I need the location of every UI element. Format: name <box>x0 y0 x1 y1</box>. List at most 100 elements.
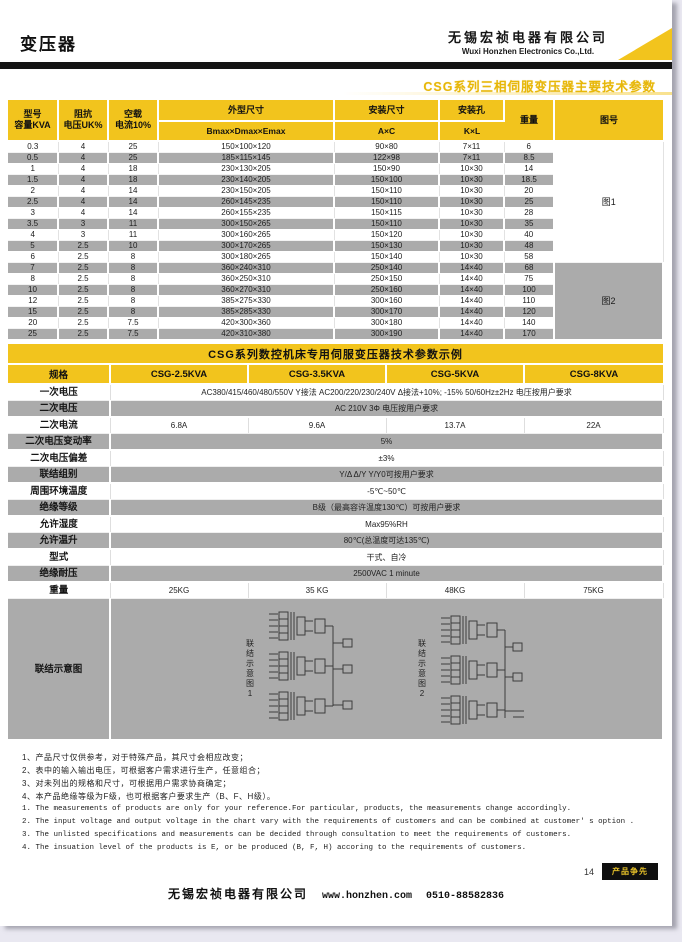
section-title-underline <box>342 92 672 95</box>
spec-table-cell: 48 <box>504 240 555 252</box>
spec-table-cell: 25 <box>8 328 59 340</box>
footnote-en: 4. The insuation level of the products i… <box>22 844 527 852</box>
col-header-figure: 图号 <box>554 100 663 142</box>
spec-table-cell: 260×145×235 <box>158 196 335 208</box>
servo-table-row: 一次电压 AC380/415/460/480/550V Y接法 AC200/220… <box>8 384 664 401</box>
spec-table-cell: 10×30 <box>439 229 505 241</box>
spec-table-cell: 7.5 <box>108 328 159 340</box>
servo-row-label: 二次电压变动率 <box>8 433 111 451</box>
spec-table-row: 3.5 3 11 300×150×265 150×110 10×30 35 <box>8 218 663 230</box>
spec-table-cell: 250×140 <box>334 262 440 274</box>
spec-table-cell: 3.5 <box>8 218 59 230</box>
spec-table-cell: 2.5 <box>58 273 109 285</box>
footnotes-english: 1. The measurements of products are only… <box>22 803 652 855</box>
spec-table-cell: 8 <box>108 262 159 274</box>
spec-table-cell: 2.5 <box>58 251 109 263</box>
spec-table-cell: 300×150×265 <box>158 218 335 230</box>
spec-table-cell: 18 <box>108 174 159 186</box>
col-header-outline: 外型尺寸 <box>158 100 335 122</box>
spec-table-cell: 230×150×205 <box>158 185 335 197</box>
spec-table-cell: 3 <box>58 218 109 230</box>
servo-row-label: 重量 <box>8 582 111 599</box>
footnote-cn: 2、表中的输入输出电压，可根据客户需求进行生产，任意组合； <box>22 766 265 775</box>
footer-company-name: 无锡宏祯电器有限公司 <box>167 887 308 901</box>
spec-table-cell: 2.5 <box>58 262 109 274</box>
spec-table-row: 0.3 4 25 150×100×120 90×80 7×11 6 图1 <box>8 141 664 263</box>
spec-table-cell: 11 <box>108 218 159 230</box>
spec-table-cell: 7.5 <box>108 317 159 329</box>
spec-table-cell: 35 <box>504 218 555 230</box>
spec-table-cell: 8 <box>108 251 159 263</box>
spec-table-cell: 385×285×330 <box>158 306 335 318</box>
spec-table-cell: 14×40 <box>439 295 505 307</box>
spec-table-cell: 7 <box>8 262 59 274</box>
footnote-en: 3. The unlisted specifications and measu… <box>22 831 572 839</box>
corner-triangle-decoration <box>618 28 672 60</box>
spec-table-cell: 6 <box>8 251 59 263</box>
spec-table-cell: 25 <box>504 196 555 208</box>
spec-table-row: 3 4 14 260×155×235 150×115 10×30 28 <box>8 207 663 219</box>
model-header-csg8: CSG-8KVA <box>524 364 663 385</box>
servo-table: CSG系列数控机床专用伺服变压器技术参数示例 规格 CSG-2.5KVA CSG… <box>8 344 664 741</box>
spec-table-cell: 8 <box>108 284 159 296</box>
spec-table-cell: 2.5 <box>58 328 109 340</box>
servo-row-label: 二次电流 <box>8 417 111 434</box>
spec-table-cell: 7×11 <box>439 141 505 153</box>
spec-table-cell: 360×250×310 <box>158 273 335 285</box>
spec-table-cell: 300×190 <box>334 328 440 340</box>
spec-table-cell: 150×90 <box>334 163 440 175</box>
spec-table-cell: 185×115×145 <box>158 152 335 164</box>
spec-table-cell: 170 <box>504 328 555 340</box>
footnote-en: 2. The input voltage and output voltage … <box>22 818 635 826</box>
servo-row-label: 型式 <box>8 549 111 566</box>
servo-table-row: 二次电流 6.8A 9.6A 13.7A 22A <box>8 417 664 434</box>
spec-table-cell: 14 <box>108 207 159 219</box>
spec-table-cell: 25 <box>108 141 159 153</box>
spec-table-cell: 260×155×235 <box>158 207 335 219</box>
servo-table-row: 周围环境温度 -5℃~50℃ <box>8 483 664 500</box>
spec-table-cell: 10 <box>8 284 59 296</box>
spec-table-cell: 120 <box>504 306 555 318</box>
spec-table-cell: 10×30 <box>439 240 505 252</box>
connection-diagram-row: 联结示意图 联结示意图1 联结示意图2 <box>8 598 664 741</box>
spec-table-row: 5 2.5 10 300×170×265 150×130 10×30 48 <box>8 240 663 252</box>
servo-row-label: 二次电压偏差 <box>8 450 111 467</box>
spec-table-cell: 300×160 <box>334 295 440 307</box>
page-header: 变压器 无锡宏祯电器有限公司 Wuxi Honzhen Electronics … <box>0 0 672 96</box>
connection-diagram-2-figure <box>440 615 524 725</box>
spec-table-cell: 10×30 <box>439 163 505 175</box>
spec-table-cell: 25 <box>108 152 159 164</box>
servo-row-value: AC380/415/460/480/550V Y接法 AC200/220/230… <box>110 384 664 401</box>
figure-number-cell: 图2 <box>553 262 664 340</box>
col-header-impedance: 阻抗 电压UK% <box>58 100 109 142</box>
servo-row-label: 允许温升 <box>8 532 111 550</box>
footer-phone: 0510-88582836 <box>426 891 505 902</box>
spec-table-cell: 100 <box>504 284 555 296</box>
spec-table-cell: 420×300×360 <box>158 317 335 329</box>
spec-table-cell: 150×110 <box>334 196 440 208</box>
servo-row-label: 周围环境温度 <box>8 483 111 500</box>
spec-table-cell: 4 <box>58 152 109 164</box>
spec-table-cell: 8 <box>108 306 159 318</box>
servo-table-row: 型式 干式、自冷 <box>8 549 664 566</box>
servo-row-label: 二次电压 <box>8 400 111 418</box>
spec-table-cell: 18 <box>108 163 159 175</box>
servo-row-value: 6.8A <box>110 417 249 434</box>
spec-table-cell: 14×40 <box>439 262 505 274</box>
spec-table-cell: 1 <box>8 163 59 175</box>
spec-table-cell: 300×160×265 <box>158 229 335 241</box>
spec-table-cell: 11 <box>108 229 159 241</box>
spec-table-cell: 122×98 <box>334 152 440 164</box>
spec-table-cell: 20 <box>8 317 59 329</box>
spec-table-cell: 28 <box>504 207 555 219</box>
spec-table-row: 20 2.5 7.5 420×300×360 300×180 14×40 140 <box>8 317 663 329</box>
servo-row-value: 22A <box>524 417 664 434</box>
spec-table-cell: 4 <box>58 185 109 197</box>
spec-table-cell: 14×40 <box>439 328 505 340</box>
servo-table-row: 重量 25KG 35 KG 48KG 75KG <box>8 582 664 599</box>
spec-table-cell: 20 <box>504 185 555 197</box>
spec-table-cell: 7×11 <box>439 152 505 164</box>
spec-table-cell: 4 <box>58 196 109 208</box>
servo-row-value: 35 KG <box>248 582 387 599</box>
spec-table-cell: 6 <box>504 141 555 153</box>
